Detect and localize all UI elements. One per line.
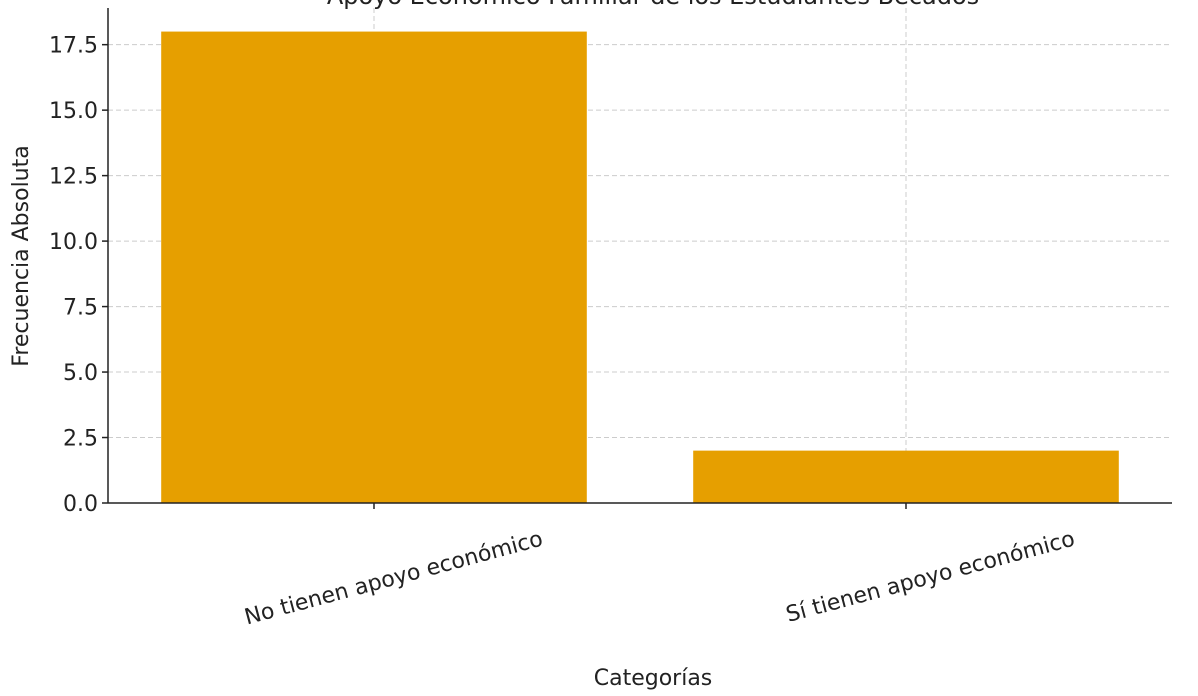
- bars: [161, 31, 1119, 503]
- y-tick-label: 10.0: [49, 230, 98, 255]
- bar: [693, 450, 1119, 503]
- y-axis-title: Frecuencia Absoluta: [9, 145, 34, 366]
- x-tick-label: No tienen apoyo económico: [242, 527, 546, 631]
- y-tick-label: 15.0: [49, 99, 98, 124]
- y-tick-label: 7.5: [63, 296, 98, 321]
- y-tick-label: 17.5: [49, 34, 98, 59]
- y-tick-label: 5.0: [63, 361, 98, 386]
- x-tick-label: Sí tienen apoyo económico: [783, 527, 1077, 628]
- y-tick-label: 2.5: [63, 427, 98, 452]
- x-axis: No tienen apoyo económico Sí tienen apoyo…: [108, 502, 1172, 631]
- bar: [161, 31, 587, 503]
- y-axis: 0.0 2.5 5.0 7.5 10.0 12.5 15.0 17.5: [49, 8, 109, 517]
- chart-title: Apoyo Económico Familiar de los Estudian…: [327, 0, 979, 10]
- y-tick-label: 12.5: [49, 165, 98, 190]
- y-tick-label: 0.0: [63, 492, 98, 517]
- x-axis-title: Categorías: [594, 666, 713, 691]
